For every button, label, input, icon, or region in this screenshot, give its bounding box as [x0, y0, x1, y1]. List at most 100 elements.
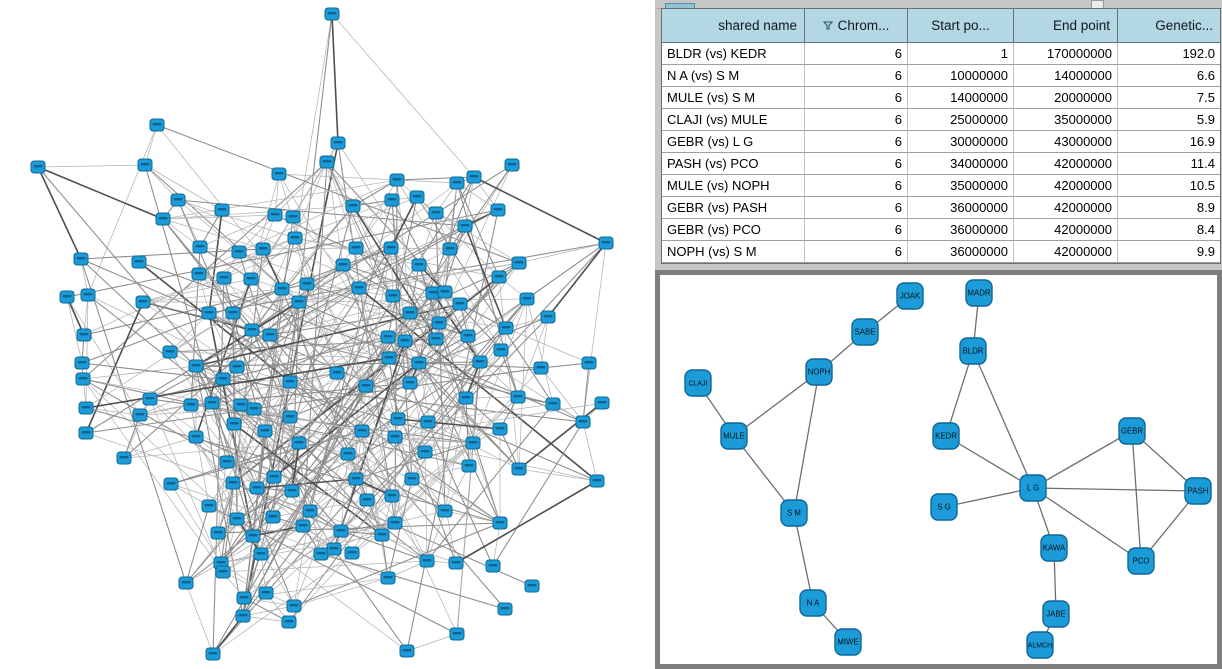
- network-node[interactable]: [74, 356, 90, 370]
- network-node[interactable]: [385, 289, 401, 303]
- network-node[interactable]: [178, 576, 194, 590]
- network-node[interactable]: [389, 173, 405, 187]
- network-node[interactable]: [411, 258, 427, 272]
- network-node[interactable]: [210, 526, 226, 540]
- network-node[interactable]: [404, 472, 420, 486]
- network-node[interactable]: [285, 210, 301, 224]
- network-node[interactable]: [162, 345, 178, 359]
- network-node[interactable]: L G: [1019, 474, 1047, 502]
- network-node[interactable]: [340, 447, 356, 461]
- network-node[interactable]: [359, 493, 375, 507]
- network-node[interactable]: [511, 256, 527, 270]
- network-node[interactable]: [510, 390, 526, 404]
- network-node[interactable]: [326, 542, 342, 556]
- network-node[interactable]: [299, 277, 315, 291]
- network-node[interactable]: [245, 529, 261, 543]
- network-node[interactable]: [428, 206, 444, 220]
- network-node[interactable]: N A: [799, 589, 827, 617]
- network-node[interactable]: [80, 288, 96, 302]
- network-node[interactable]: [201, 499, 217, 513]
- network-node[interactable]: JOAK: [896, 282, 924, 310]
- network-node[interactable]: [258, 586, 274, 600]
- network-node[interactable]: [59, 290, 75, 304]
- network-node[interactable]: [420, 415, 436, 429]
- network-node[interactable]: [319, 155, 335, 169]
- network-node[interactable]: [465, 436, 481, 450]
- network-node[interactable]: S G: [930, 493, 958, 521]
- network-node[interactable]: [266, 470, 282, 484]
- network-node[interactable]: [170, 193, 186, 207]
- network-node[interactable]: [497, 602, 513, 616]
- panel-tab-peek[interactable]: [665, 3, 695, 9]
- network-node[interactable]: [131, 255, 147, 269]
- network-node[interactable]: [135, 295, 151, 309]
- network-node[interactable]: [267, 208, 283, 222]
- network-node[interactable]: [437, 285, 453, 299]
- network-node[interactable]: KEDR: [932, 422, 960, 450]
- network-node[interactable]: [409, 190, 425, 204]
- network-node[interactable]: [449, 627, 465, 641]
- network-node[interactable]: [492, 516, 508, 530]
- network-node[interactable]: [137, 158, 153, 172]
- table-row[interactable]: GEBR (vs) PASH 6 36000000 42000000 8.9: [662, 197, 1220, 219]
- network-node[interactable]: [329, 366, 345, 380]
- network-node[interactable]: [387, 430, 403, 444]
- network-node[interactable]: [402, 306, 418, 320]
- network-node[interactable]: [116, 451, 132, 465]
- network-node[interactable]: [425, 286, 441, 300]
- network-node[interactable]: [485, 559, 501, 573]
- network-node[interactable]: [461, 459, 477, 473]
- network-node[interactable]: ALMCH: [1026, 631, 1054, 659]
- network-node[interactable]: [188, 430, 204, 444]
- network-node[interactable]: [598, 236, 614, 250]
- network-node[interactable]: BLDR: [959, 337, 987, 365]
- network-node[interactable]: [533, 361, 549, 375]
- network-node[interactable]: [437, 504, 453, 518]
- network-node[interactable]: PCO: [1127, 547, 1155, 575]
- network-node[interactable]: [192, 240, 208, 254]
- network-node[interactable]: [231, 245, 247, 259]
- network-node[interactable]: [235, 609, 251, 623]
- network-node[interactable]: [233, 398, 249, 412]
- network-node[interactable]: [76, 328, 92, 342]
- network-node[interactable]: [149, 118, 165, 132]
- network-node[interactable]: [452, 297, 468, 311]
- network-node[interactable]: [281, 615, 297, 629]
- network-node[interactable]: [397, 334, 413, 348]
- network-node[interactable]: [431, 316, 447, 330]
- network-node[interactable]: MIWE: [834, 628, 862, 656]
- network-node[interactable]: [498, 321, 514, 335]
- network-node[interactable]: [449, 176, 465, 190]
- network-node[interactable]: [249, 481, 265, 495]
- network-node[interactable]: [291, 436, 307, 450]
- network-node[interactable]: [287, 231, 303, 245]
- network-node[interactable]: [265, 510, 281, 524]
- network-node[interactable]: [132, 408, 148, 422]
- network-node[interactable]: [390, 412, 406, 426]
- network-node[interactable]: [402, 376, 418, 390]
- network-node[interactable]: [381, 351, 397, 365]
- network-node[interactable]: [225, 476, 241, 490]
- network-node[interactable]: [291, 295, 307, 309]
- network-node[interactable]: [73, 252, 89, 266]
- network-node[interactable]: [345, 199, 361, 213]
- network-node[interactable]: [253, 547, 269, 561]
- network-node[interactable]: [284, 484, 300, 498]
- network-node[interactable]: [142, 392, 158, 406]
- network-node[interactable]: [205, 647, 221, 661]
- network-node[interactable]: MULE: [720, 422, 748, 450]
- network-node[interactable]: [201, 306, 217, 320]
- network-node[interactable]: [384, 489, 400, 503]
- network-node[interactable]: [458, 391, 474, 405]
- network-node[interactable]: [229, 512, 245, 526]
- network-node[interactable]: [380, 571, 396, 585]
- network-node[interactable]: NOPH: [805, 358, 833, 386]
- network-node[interactable]: [358, 379, 374, 393]
- network-node[interactable]: SABE: [851, 318, 879, 346]
- table-row[interactable]: GEBR (vs) PCO 6 36000000 42000000 8.4: [662, 219, 1220, 241]
- network-node[interactable]: [442, 242, 458, 256]
- network-node[interactable]: [466, 170, 482, 184]
- network-node[interactable]: [30, 160, 46, 174]
- network-node[interactable]: [282, 410, 298, 424]
- network-node[interactable]: [243, 272, 259, 286]
